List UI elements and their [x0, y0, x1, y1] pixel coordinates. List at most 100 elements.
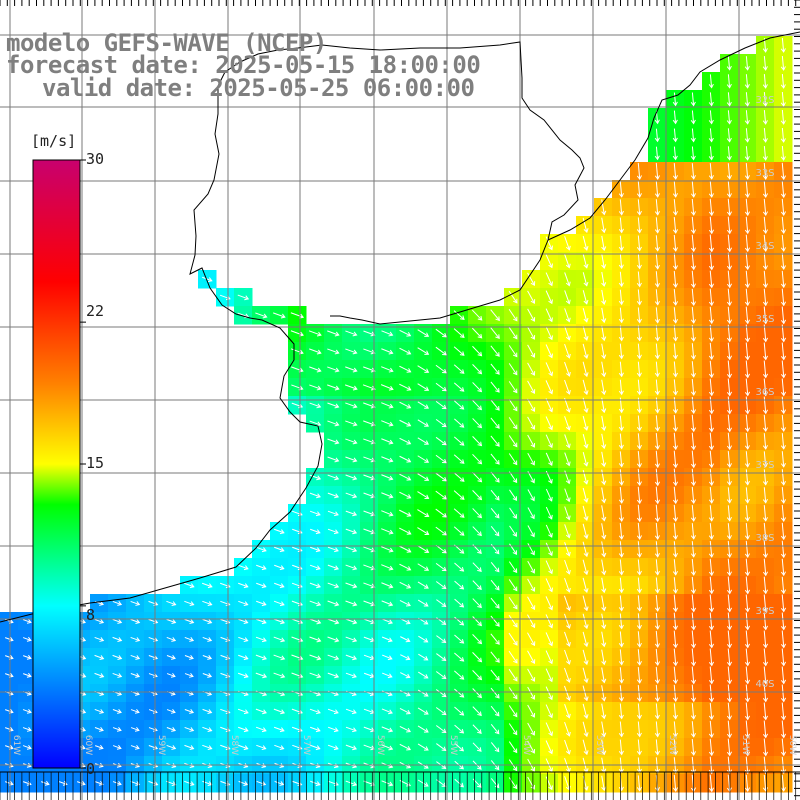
wind-arrow	[454, 778, 464, 788]
wind-arrow	[601, 451, 607, 468]
wind-arrow	[527, 704, 536, 718]
wind-arrow	[508, 596, 518, 610]
wind-arrow	[582, 470, 589, 485]
wind-arrow	[708, 396, 715, 415]
wind-arrow	[202, 636, 213, 642]
wind-arrow	[237, 294, 250, 301]
wind-arrow	[654, 162, 661, 180]
wind-arrow	[545, 650, 553, 665]
wind-arrow	[726, 56, 732, 71]
wind-arrow	[490, 399, 500, 411]
wind-arrow	[618, 451, 624, 468]
wind-arrow	[618, 271, 624, 288]
wind-arrow	[601, 199, 607, 216]
wind-arrow	[780, 451, 786, 468]
wind-arrow	[744, 774, 751, 793]
lat-label: 40S	[755, 679, 774, 690]
wind-arrow	[363, 366, 376, 373]
wind-arrow	[309, 564, 321, 571]
wind-arrow	[417, 527, 430, 535]
wind-arrow	[654, 577, 660, 594]
wind-arrow	[726, 110, 732, 125]
wind-arrow	[708, 74, 714, 89]
wind-arrow	[399, 383, 412, 391]
wind-arrow	[202, 708, 213, 714]
wind-arrow	[327, 510, 339, 517]
wind-arrow	[744, 432, 751, 450]
wind-arrow	[708, 648, 715, 667]
wind-arrow	[708, 360, 715, 379]
wind-arrow	[545, 668, 553, 683]
wind-arrow	[545, 776, 553, 791]
wind-arrow	[435, 472, 447, 482]
wind-arrow	[256, 600, 267, 607]
lat-label: 33S	[755, 168, 774, 179]
wind-arrow	[237, 564, 249, 571]
wind-arrow	[582, 487, 589, 503]
colorbar	[32, 159, 81, 769]
wind-arrow	[435, 581, 447, 590]
wind-arrow	[273, 708, 285, 715]
wind-arrow	[780, 540, 787, 559]
wind-arrow	[690, 181, 696, 198]
wind-arrow	[762, 360, 769, 379]
wind-arrow	[274, 546, 285, 553]
wind-arrow	[345, 438, 358, 445]
wind-arrow	[508, 723, 518, 736]
wind-arrow	[780, 666, 787, 685]
wind-arrow	[130, 780, 141, 786]
wind-arrow	[654, 325, 660, 342]
wind-arrow	[94, 744, 104, 750]
wind-arrow	[564, 343, 571, 359]
wind-arrow	[472, 742, 482, 752]
wind-arrow	[112, 744, 122, 750]
wind-arrow	[527, 362, 536, 376]
wind-arrow	[636, 559, 642, 576]
wind-arrow	[708, 468, 715, 486]
wind-arrow	[237, 708, 249, 715]
wind-arrow	[690, 198, 697, 216]
valid-date: valid date: 2025-05-25 06:00:00	[42, 74, 475, 102]
wind-arrow	[690, 414, 697, 433]
wind-arrow	[601, 253, 607, 269]
wind-arrow	[726, 594, 733, 613]
wind-arrow	[184, 582, 195, 589]
wind-arrow	[618, 721, 624, 738]
wind-arrow	[672, 541, 678, 558]
wind-arrow	[472, 670, 483, 681]
wind-arrow	[726, 396, 733, 415]
wind-arrow	[672, 181, 678, 198]
wind-arrow	[362, 384, 376, 391]
wind-arrow	[130, 744, 140, 750]
wind-arrow	[672, 110, 678, 125]
wind-arrow	[762, 110, 768, 125]
wind-arrow	[690, 594, 697, 613]
wind-arrow	[726, 540, 733, 558]
wind-arrow	[545, 254, 553, 269]
wind-arrow	[582, 613, 589, 630]
wind-arrow	[184, 709, 195, 714]
wind-arrow	[564, 506, 571, 521]
wind-arrow	[618, 685, 624, 702]
wind-arrow	[744, 738, 751, 757]
wind-arrow	[708, 702, 715, 720]
lon-label: 57W	[301, 735, 311, 755]
wind-arrow	[345, 582, 358, 589]
wind-arrow	[508, 345, 518, 358]
wind-arrow	[744, 648, 751, 667]
wind-arrow	[726, 252, 733, 271]
wind-arrow	[564, 361, 571, 377]
wind-arrow	[345, 528, 358, 535]
wind-arrow	[582, 505, 589, 521]
wind-arrow	[618, 433, 624, 450]
wind-arrow	[690, 270, 697, 289]
wind-arrow	[130, 654, 141, 660]
wind-arrow	[780, 630, 787, 649]
wind-arrow	[490, 435, 500, 447]
wind-arrow	[417, 347, 430, 355]
wind-speed-field	[0, 36, 793, 793]
wind-arrow	[690, 630, 697, 649]
wind-arrow	[202, 618, 213, 624]
wind-arrow	[726, 378, 733, 397]
wind-arrow	[601, 271, 607, 287]
